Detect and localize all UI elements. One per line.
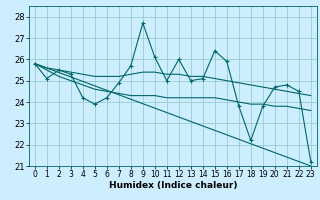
X-axis label: Humidex (Indice chaleur): Humidex (Indice chaleur) bbox=[108, 181, 237, 190]
